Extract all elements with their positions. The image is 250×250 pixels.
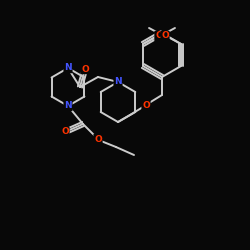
Text: O: O: [142, 100, 150, 110]
Text: N: N: [64, 64, 72, 72]
Text: O: O: [81, 64, 89, 74]
Text: O: O: [155, 32, 163, 40]
Text: N: N: [64, 102, 72, 110]
Text: O: O: [161, 32, 169, 40]
Text: O: O: [94, 134, 102, 143]
Text: N: N: [114, 78, 122, 86]
Text: O: O: [61, 128, 69, 136]
